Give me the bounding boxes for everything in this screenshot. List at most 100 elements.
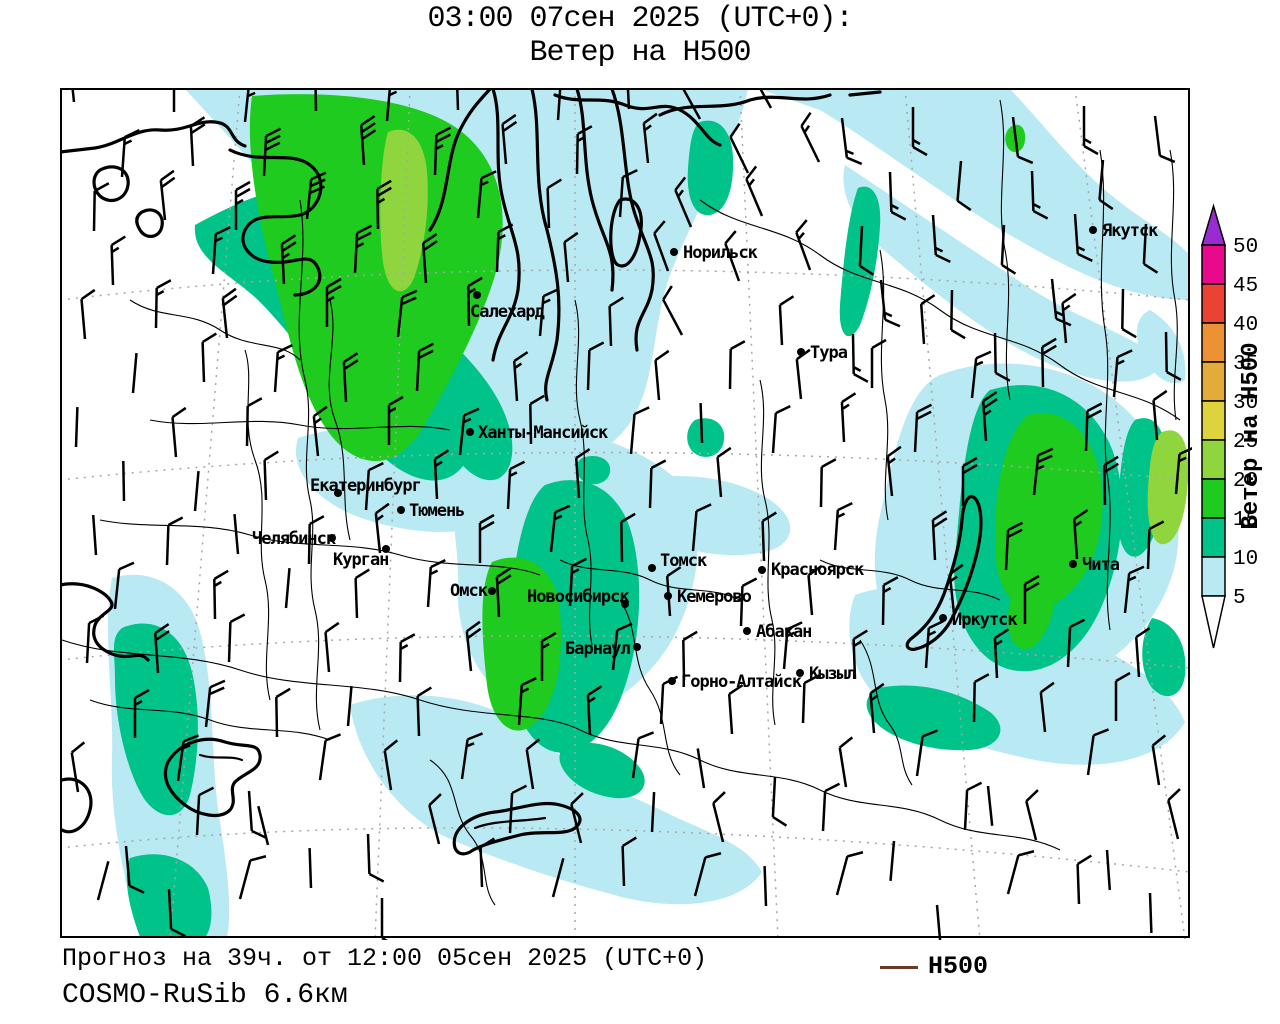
wind-barb: [262, 127, 282, 177]
wind-barb: [366, 833, 385, 883]
wind-barb: [1134, 627, 1151, 678]
model-text: COSMO-RuSib 6.6км: [62, 980, 348, 1011]
wind-barb: [314, 88, 331, 112]
wind-barb: [935, 904, 942, 940]
wind-barb: [931, 214, 951, 264]
wind-barb: [476, 170, 497, 219]
wind-barb: [153, 623, 170, 674]
colorbar-arrow-top: [1200, 203, 1227, 246]
wind-barb: [745, 165, 764, 217]
wind-barb: [1146, 520, 1165, 570]
wind-barb: [80, 288, 96, 340]
wind-barb: [1174, 446, 1192, 495]
wind-barb: [460, 732, 484, 780]
map-frame: [60, 88, 1190, 938]
colorbar-tick-label: 50: [1233, 236, 1258, 259]
wind-barb: [193, 471, 200, 512]
wind-barb: [981, 391, 998, 442]
wind-barb: [113, 561, 135, 610]
wind-barb: [608, 296, 624, 347]
wind-barb: [383, 739, 399, 791]
wind-barb: [1084, 402, 1103, 452]
wind-barb: [888, 171, 907, 221]
wind-barb: [159, 169, 176, 221]
wind-barb: [478, 513, 495, 563]
wind-barb: [374, 502, 390, 554]
wind-barb: [275, 687, 291, 738]
wind-barb: [426, 558, 446, 608]
wind-barb: [911, 107, 928, 157]
wind-barb: [551, 858, 565, 898]
wind-barb: [879, 279, 901, 328]
weather-map: Норильск Салехард Тура Ханты-Мансийск Екатер…: [60, 88, 1192, 940]
wind-barb: [570, 792, 584, 844]
colorbar-tick-label: 5: [1233, 587, 1246, 610]
admin-borders-layer: [61, 99, 1181, 906]
colorbar: 50 45 40 35 30 25 20 15 10 5: [1200, 203, 1258, 649]
wind-barb: [396, 289, 418, 338]
wind-barb: [1030, 170, 1049, 220]
colorbar-tick-label: 15: [1233, 509, 1258, 532]
wind-barb: [833, 501, 853, 551]
wind-barb: [586, 341, 605, 391]
wind-barb: [800, 112, 821, 163]
wind-barb: [948, 563, 964, 615]
legend-line-sample: [880, 966, 918, 969]
wind-barb: [213, 569, 229, 620]
wind-barb: [415, 342, 435, 392]
wind-barb: [1153, 115, 1176, 164]
wind-barb: [353, 224, 373, 274]
wind-barb: [91, 515, 98, 556]
wind-barb: [189, 116, 206, 167]
wind-barb: [629, 406, 650, 455]
wind-barb: [970, 350, 992, 399]
wind-barb: [243, 88, 265, 123]
wind-barb: [972, 673, 990, 723]
wind-barb: [1076, 854, 1092, 905]
wind-barb: [915, 729, 939, 777]
wind-barb: [455, 88, 472, 111]
colorbar-tick-label: 35: [1233, 353, 1258, 376]
wind-barb: [540, 631, 557, 681]
colorbar-tick-label: 30: [1233, 392, 1258, 415]
wind-barb: [618, 168, 638, 218]
wind-barb: [1103, 455, 1119, 506]
wind-barb: [586, 685, 603, 736]
colorbar-tick-label: 45: [1233, 275, 1258, 298]
wind-barb: [467, 276, 483, 327]
wind-barb: [312, 405, 328, 457]
wind-barb: [506, 460, 526, 510]
map-title: 03:00 07сен 2025 (UTC+0): Ветер на H500: [0, 2, 1280, 70]
wind-barb: [234, 180, 251, 230]
wind-barb: [653, 220, 670, 272]
wind-barb: [238, 855, 267, 900]
wind-barb: [712, 791, 726, 843]
colorbar-segment: [1201, 517, 1226, 558]
wind-barb: [122, 460, 126, 502]
colorbar-segment: [1201, 244, 1226, 285]
wind-barb: [233, 514, 240, 555]
wind-barb: [1041, 337, 1057, 388]
wind-barb: [881, 576, 899, 626]
wind-barb-layer: [68, 88, 1192, 940]
wind-barb: [263, 450, 279, 501]
wind-barb: [1000, 224, 1017, 275]
wind-barb: [308, 847, 313, 889]
wind-barb: [693, 852, 722, 897]
colorbar-arrow-bottom: [1201, 595, 1226, 649]
wind-barb: [961, 456, 978, 506]
wind-barb: [1123, 565, 1145, 614]
wind-barb: [257, 805, 270, 846]
wind-barb: [172, 88, 176, 112]
wind-barb: [195, 786, 215, 836]
wind-barb: [284, 568, 291, 609]
wind-barb: [750, 88, 773, 109]
wind-barb: [433, 126, 452, 176]
wind-barb: [428, 793, 442, 845]
wind-barb: [993, 332, 1011, 382]
wind-barb: [479, 837, 495, 888]
wind-barb: [963, 781, 983, 831]
wind-barb: [771, 776, 788, 827]
wind-barb: [696, 748, 706, 789]
wind-barb: [359, 115, 377, 166]
